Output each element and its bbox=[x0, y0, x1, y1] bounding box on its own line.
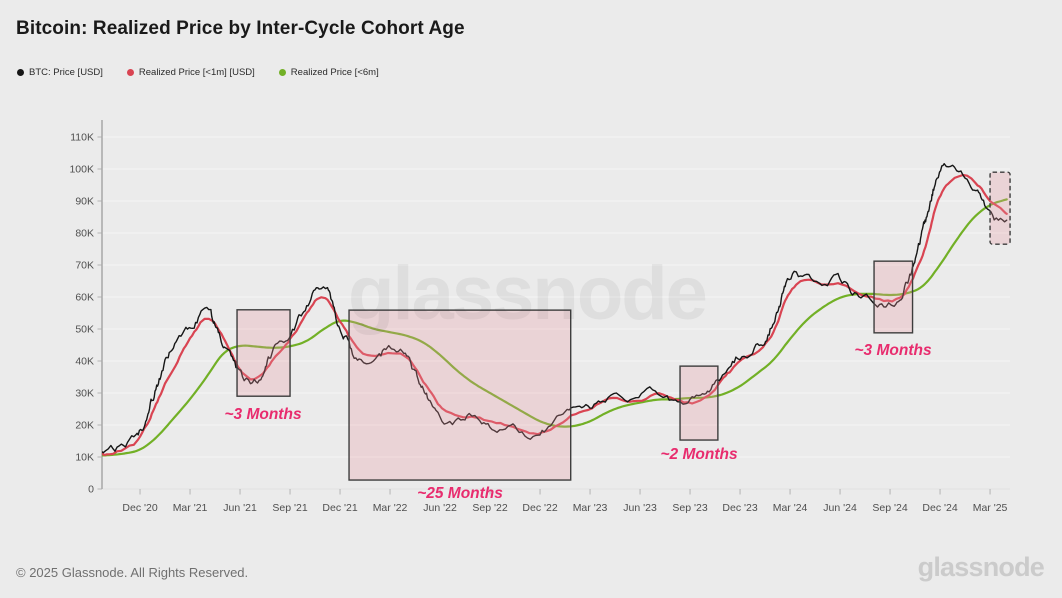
x-axis-label: Mar '25 bbox=[973, 502, 1008, 514]
y-axis-label: 110K bbox=[70, 132, 94, 144]
x-axis-label: Dec '20 bbox=[122, 502, 157, 514]
y-axis-label: 80K bbox=[75, 228, 94, 240]
footer-copyright: © 2025 Glassnode. All Rights Reserved. bbox=[16, 565, 249, 580]
x-axis-label: Mar '23 bbox=[573, 502, 608, 514]
annotation-label: ~2 Months bbox=[661, 446, 738, 463]
y-axis-label: 100K bbox=[69, 164, 94, 176]
x-axis-label: Sep '24 bbox=[872, 502, 907, 514]
y-axis-label: 30K bbox=[75, 388, 94, 400]
annotation-label: ~25 Months bbox=[417, 485, 503, 502]
annotation-label: ~3 Months bbox=[224, 406, 301, 423]
x-axis-label: Jun '22 bbox=[423, 502, 457, 514]
highlight-box bbox=[348, 309, 572, 481]
x-axis-label: Jun '24 bbox=[823, 502, 857, 514]
page-title: Bitcoin: Realized Price by Inter-Cycle C… bbox=[16, 18, 465, 39]
y-axis-label: 50K bbox=[75, 324, 94, 336]
x-axis-label: Sep '23 bbox=[672, 502, 707, 514]
chart-legend: BTC: Price [USD] Realized Price [<1m] [U… bbox=[17, 67, 379, 78]
x-axis-label: Mar '21 bbox=[173, 502, 208, 514]
x-axis-label: Jun '23 bbox=[623, 502, 657, 514]
series-btc-price-usd bbox=[102, 163, 1008, 454]
x-axis-label: Sep '22 bbox=[472, 502, 507, 514]
y-axis-label: 40K bbox=[75, 356, 94, 368]
legend-label: Realized Price [<6m] bbox=[290, 67, 379, 78]
y-axis-label: 10K bbox=[75, 452, 94, 464]
x-axis-label: Dec '24 bbox=[922, 502, 957, 514]
x-axis-label: Dec '21 bbox=[322, 502, 357, 514]
legend-label: BTC: Price [USD] bbox=[29, 67, 103, 78]
y-axis-label: 90K bbox=[75, 196, 94, 208]
y-axis-label: 60K bbox=[75, 292, 94, 304]
x-axis-label: Dec '22 bbox=[522, 502, 557, 514]
x-axis-label: Mar '24 bbox=[773, 502, 808, 514]
legend-item-realized-price-1m[interactable]: Realized Price [<1m] [USD] bbox=[126, 67, 255, 78]
x-axis-label: Dec '23 bbox=[722, 502, 757, 514]
legend-item-btc-price[interactable]: BTC: Price [USD] bbox=[17, 67, 103, 78]
legend-label: Realized Price [<1m] [USD] bbox=[138, 67, 255, 78]
legend-dot-green-icon bbox=[278, 69, 286, 76]
x-axis-label: Mar '22 bbox=[373, 502, 408, 514]
highlight-box-dashed bbox=[989, 171, 1011, 245]
annotation-label: ~3 Months bbox=[855, 342, 932, 359]
legend-item-realized-price-6m[interactable]: Realized Price [<6m] bbox=[278, 67, 379, 78]
highlight-box bbox=[679, 365, 719, 441]
series-realized-price-1m-usd bbox=[102, 173, 1008, 456]
x-axis-label: Jun '21 bbox=[223, 502, 257, 514]
highlight-box bbox=[873, 260, 914, 334]
y-axis-label: 20K bbox=[75, 420, 94, 432]
legend-dot-black-icon bbox=[17, 69, 24, 76]
glassnode-logo: glassnode bbox=[917, 552, 1045, 582]
y-axis-label: 70K bbox=[75, 260, 94, 272]
highlight-box bbox=[236, 309, 291, 397]
legend-dot-red-icon bbox=[126, 69, 134, 76]
y-axis-label: 0 bbox=[88, 484, 94, 496]
x-axis-label: Sep '21 bbox=[272, 502, 307, 514]
